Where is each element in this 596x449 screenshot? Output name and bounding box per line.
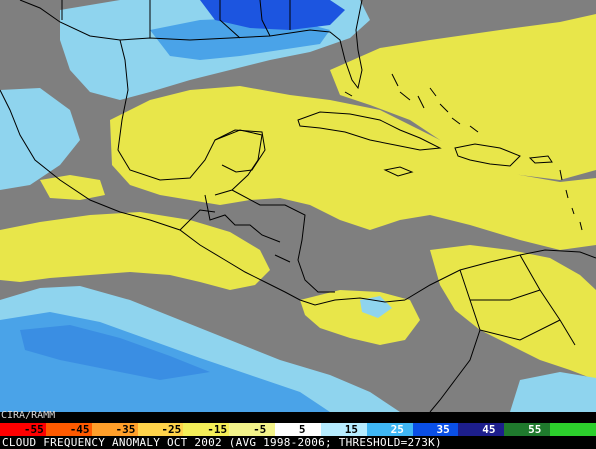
yellow-patch-gulf [40,175,105,200]
negative-anomaly-regions [0,0,596,412]
positive-anomaly-regions [0,14,596,380]
blue-light-west [0,88,80,190]
scale-swatch [0,423,46,436]
yucatan [214,129,266,173]
hispaniola [454,143,521,167]
scale-swatch [275,423,321,436]
yellow-region-gulf-caribbean [110,86,596,250]
scale-swatch [320,423,367,436]
scale-swatch [412,423,459,436]
yellow-region-central [300,290,420,345]
central-america-east [231,189,335,293]
us-gulf-coast [19,0,363,90]
yellow-region-north-atlantic [330,14,596,180]
caption-bar: CLOUD FREQUENCY ANOMALY OCT 2002 (AVG 19… [0,436,596,449]
florida-keys [344,91,353,97]
mexico-coast-west [0,89,406,306]
map-caption: CLOUD FREQUENCY ANOMALY OCT 2002 (AVG 19… [2,436,442,449]
scale-swatch [91,423,138,436]
lesser-antilles [559,169,583,231]
central-america-borders [179,194,291,263]
yellow-region-south-america [430,245,596,380]
bahamas [391,73,479,133]
scale-swatch [458,423,505,436]
puerto-rico [528,155,553,164]
scale-swatch [137,423,184,436]
scale-swatch [45,423,92,436]
cuba [297,111,442,151]
credit-label: CIRA/RAMM [1,410,56,421]
blue-light-south-east [510,372,596,412]
scale-swatch [550,423,596,436]
cloud-anomaly-map [0,0,596,412]
south-america-borders [470,289,561,341]
jamaica [383,166,414,177]
map-canvas [0,0,596,412]
scale-swatch [366,423,413,436]
scale-swatch [229,423,276,436]
mexico-coast-east [117,39,263,196]
blue-deep-gulf [200,0,345,30]
coastlines [0,0,596,412]
scale-swatch [504,423,551,436]
blue-mid-pacific-core [20,325,210,380]
yellow-region-pacific-band [0,212,270,290]
scale-swatch [183,423,230,436]
us-state-borders [61,0,291,39]
color-scale-bar [0,423,596,436]
